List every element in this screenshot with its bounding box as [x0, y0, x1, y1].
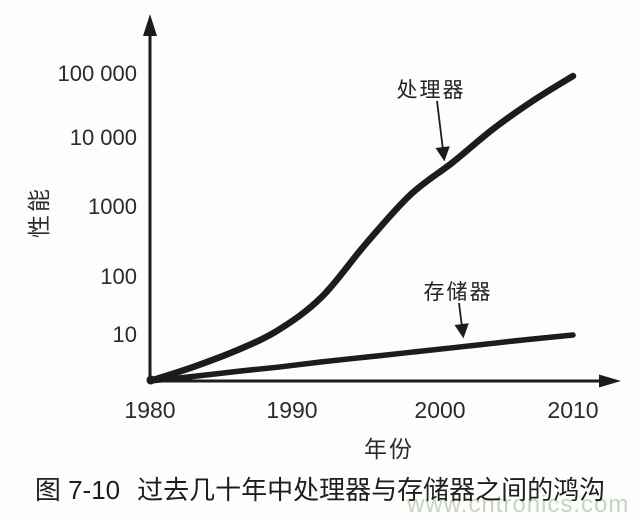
y-tick-10000: 10 000 — [69, 125, 137, 150]
x-tick-2010: 2010 — [547, 397, 599, 423]
y-tick-10: 10 — [112, 322, 137, 347]
x-tick-1990: 1990 — [266, 397, 318, 423]
processor-curve — [146, 72, 577, 385]
figure-caption: 图 7-10 过去几十年中处理器与存储器之间的鸿沟 — [0, 470, 640, 507]
y-tick-100000: 100 000 — [57, 61, 137, 86]
origin-point — [146, 375, 156, 385]
memory-series-label: 存储器 — [423, 281, 493, 304]
y-tick-100: 100 — [100, 264, 137, 289]
figure-number: 图 7-10 — [34, 475, 121, 505]
x-axis-title: 年份 — [364, 436, 414, 462]
processor-series-label: 处理器 — [396, 79, 466, 102]
watermark: www.cntronics.com — [407, 491, 630, 516]
x-tick-1980: 1980 — [124, 397, 176, 423]
memory-curve — [147, 332, 576, 384]
y-tick-1000: 1000 — [88, 194, 137, 219]
x-tick-2000: 2000 — [414, 397, 466, 423]
processor-annotation-arrow-icon — [435, 100, 450, 162]
memory-annotation-arrow-icon — [454, 302, 469, 339]
figure-title: 过去几十年中处理器与存储器之间的鸿沟 — [137, 475, 606, 505]
x-axis-arrowhead-icon — [599, 374, 621, 388]
y-axis-title: 性能 — [26, 186, 52, 238]
y-axis-arrowhead-icon — [143, 14, 157, 36]
